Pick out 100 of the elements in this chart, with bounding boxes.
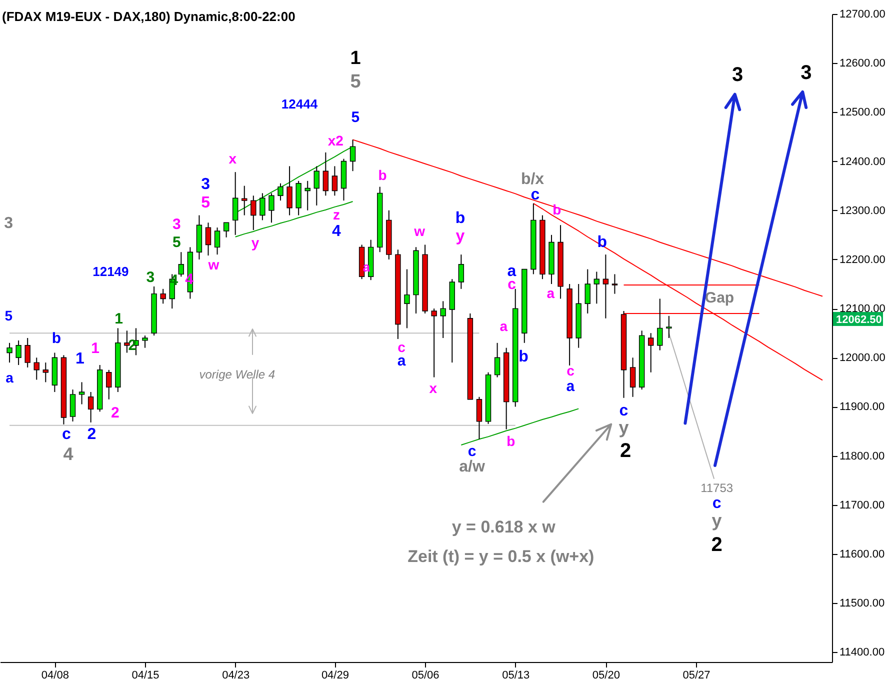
y-tick-label: 12100.00 (840, 303, 886, 316)
candlestick (242, 185, 248, 216)
annotation: 5 (201, 194, 210, 212)
annotation: 4 (63, 444, 74, 464)
candlestick (16, 340, 22, 366)
x-tick-label: 05/20 (592, 670, 620, 682)
x-tick-label: 05/13 (502, 670, 530, 682)
annotation: 3 (4, 215, 14, 232)
candlestick (602, 254, 609, 319)
annotation: a (500, 318, 508, 334)
annotation: 2 (87, 426, 96, 444)
annotation: 1 (114, 310, 123, 328)
annotation: x (228, 150, 237, 166)
y-tick-label: 12300.00 (840, 204, 886, 217)
candlestick (584, 268, 590, 314)
candlestick (314, 166, 320, 206)
annotation: c (398, 338, 406, 355)
line-series (234, 201, 354, 238)
candlestick (142, 335, 148, 348)
candlestick (657, 298, 663, 351)
annotation: 2 (620, 440, 632, 462)
annotation: y = 0.618 x w (452, 517, 556, 536)
candlestick (260, 192, 266, 221)
candlestick (268, 192, 274, 224)
annotation: b (506, 433, 516, 450)
annotation: c (62, 426, 71, 444)
candlestick (250, 195, 256, 230)
annotation: c (530, 186, 540, 204)
candlestick (160, 288, 166, 304)
annotation: c (468, 442, 476, 460)
x-tick-label: 05/06 (412, 670, 440, 682)
y-tick-label: 11700.00 (840, 499, 885, 512)
candlestick (223, 222, 230, 238)
y-tick-label: 11500.00 (840, 598, 885, 610)
candlestick (6, 342, 12, 364)
annotation: b (378, 167, 387, 183)
annotation: 5 (4, 307, 13, 324)
candlestick (612, 274, 618, 294)
annotation: c (712, 494, 722, 512)
candlestick (178, 252, 184, 278)
annotation: y (456, 228, 465, 245)
text: 12062.50 (836, 314, 882, 326)
annotation: y (251, 234, 260, 251)
chart-title: (FDAX M19-EUX - DAX,180) Dynamic,8:00-22:00 (2, 9, 296, 24)
annotation: b/x (520, 170, 544, 188)
annotation: 4 (170, 272, 179, 290)
y-tick-label: 12500.00 (840, 106, 886, 119)
candlestick (78, 382, 85, 405)
annotation: b (518, 348, 529, 366)
annotation: a (546, 284, 555, 301)
annotation: 5 (172, 234, 181, 251)
annotation: 4 (332, 222, 342, 240)
y-tick-label: 12400.00 (840, 156, 886, 168)
candlestick (304, 180, 310, 211)
annotation: 5 (350, 72, 362, 93)
candlestick (431, 308, 437, 378)
candlestick (124, 330, 130, 354)
candlestick (350, 139, 356, 172)
candlestick (322, 152, 329, 196)
y-tick-label: 12600.00 (840, 58, 886, 70)
annotation: 3 (800, 62, 812, 84)
annotation: 1 (76, 350, 85, 368)
line-series (532, 202, 823, 381)
candlestick (106, 369, 112, 400)
y-tick-label: 11900.00 (840, 401, 885, 414)
candlestick (205, 222, 212, 256)
annotation: c (566, 362, 575, 378)
annotation: 2 (711, 534, 722, 556)
annotation: 11753 (700, 481, 734, 496)
y-tick-label: 12200.00 (840, 254, 886, 266)
annotation: vorige Welle 4 (199, 367, 276, 382)
annotation: 1 (91, 340, 100, 357)
candlestick (42, 362, 48, 383)
annotation: x2 (328, 132, 344, 149)
annotation: 5 (351, 109, 360, 126)
annotation: 1 (350, 48, 362, 70)
x-tick-label: 04/15 (132, 670, 160, 682)
annotation: w (207, 256, 220, 272)
annotation: 3 (732, 64, 744, 86)
annotation: z (333, 206, 340, 222)
x-tick-label: 05/27 (682, 670, 710, 682)
annotation: b (455, 210, 466, 228)
candlestick (34, 357, 40, 380)
annotation: w (413, 222, 426, 239)
x-tick-label: 04/23 (222, 670, 250, 682)
annotation: Zeit (t) = y = 0.5 x (w+x) (408, 546, 594, 566)
annotation: 3 (172, 216, 181, 234)
line-series (668, 332, 715, 480)
x-tick-label: 04/29 (321, 670, 349, 682)
annotation: Gap (704, 290, 734, 307)
line-series (460, 408, 580, 446)
candlestick (630, 357, 636, 398)
annotation: b (52, 330, 62, 347)
annotation: x (429, 380, 438, 396)
candlestick (476, 396, 482, 440)
candlestick (278, 182, 284, 202)
candlestick (88, 392, 94, 423)
annotation: 12444 (281, 96, 318, 112)
annotation: 12149 (92, 264, 129, 280)
candlestick (648, 332, 654, 373)
